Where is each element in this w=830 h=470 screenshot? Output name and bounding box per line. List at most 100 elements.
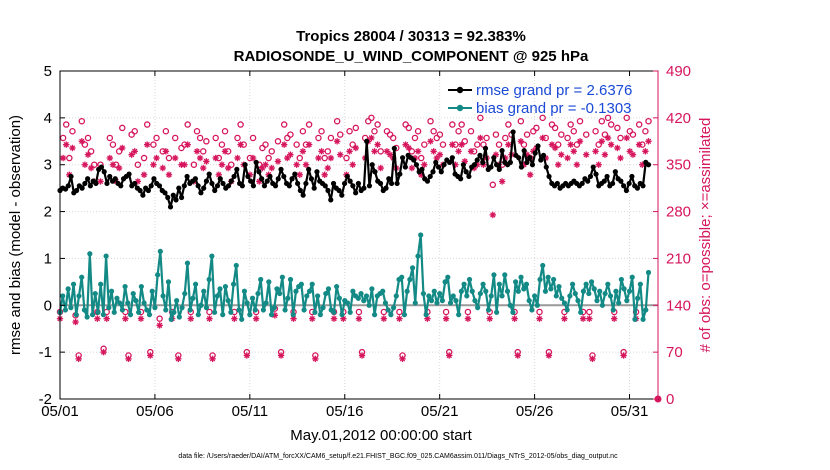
rmse-point — [540, 152, 547, 158]
bias-point — [323, 290, 329, 297]
rmse-point — [516, 155, 522, 161]
bias-point — [70, 281, 77, 287]
bias-point — [480, 281, 486, 287]
possible-obs-marker — [467, 127, 475, 135]
bias-point — [344, 300, 351, 306]
bias-point — [426, 293, 432, 299]
bias-point — [529, 307, 535, 313]
possible-obs-marker — [396, 308, 403, 316]
rmse-point — [214, 183, 221, 189]
bias-point — [515, 288, 521, 294]
bias-point — [98, 281, 104, 287]
rmse-point — [239, 183, 245, 189]
possible-obs-marker — [115, 148, 123, 155]
bias-point — [268, 312, 275, 318]
rmse-point — [640, 183, 646, 189]
assimilated-obs-marker — [305, 141, 313, 148]
rmse-point — [195, 183, 201, 189]
bias-point — [469, 288, 475, 294]
x-tick-label: 05/16 — [326, 403, 364, 420]
bias-point — [206, 276, 212, 283]
bias-point — [409, 265, 416, 271]
rmse-point — [73, 187, 80, 194]
rmse-point — [82, 180, 88, 187]
bias-point — [193, 281, 199, 287]
y-right-tick-label: 140 — [666, 297, 691, 314]
rmse-point — [170, 192, 176, 198]
bias-point — [578, 309, 584, 315]
bias-point — [190, 295, 196, 301]
assimilated-obs-marker — [165, 171, 173, 178]
possible-obs-marker — [109, 141, 117, 148]
x-tick-label: 05/26 — [516, 403, 554, 420]
bias-point — [561, 300, 568, 306]
assimilated-obs-marker — [159, 164, 166, 172]
assimilated-obs-marker — [249, 154, 257, 162]
bias-point — [233, 262, 239, 269]
possible-obs-marker — [414, 127, 422, 135]
possible-obs-marker — [228, 161, 235, 168]
bias-point — [211, 309, 218, 315]
bias-point — [580, 288, 587, 294]
bias-point — [171, 309, 177, 315]
possible-obs-marker — [343, 154, 350, 162]
possible-obs-marker — [377, 148, 384, 155]
rmse-point — [68, 173, 74, 180]
bias-point — [195, 312, 201, 318]
bias-point — [564, 307, 570, 313]
assimilated-obs-marker — [442, 315, 450, 322]
bias-point — [401, 312, 408, 318]
bias-point — [350, 288, 356, 294]
bias-point — [545, 274, 551, 280]
assimilated-obs-marker — [489, 211, 497, 219]
possible-obs-marker — [371, 127, 378, 135]
assimilated-obs-marker — [408, 164, 416, 172]
bias-point — [575, 298, 581, 304]
rmse-point — [217, 176, 223, 182]
assimilated-obs-marker — [526, 171, 534, 178]
x-axis-label: May.01,2012 00:00:00 start — [290, 427, 472, 444]
assimilated-obs-marker — [396, 315, 403, 322]
bias-point — [415, 253, 421, 259]
bias-point — [176, 314, 182, 320]
possible-obs-marker — [287, 131, 294, 138]
rmse-point — [499, 148, 505, 154]
possible-obs-marker — [629, 131, 637, 138]
rmse-point — [256, 169, 262, 175]
possible-obs-marker — [237, 121, 244, 128]
bias-point — [68, 305, 74, 311]
bias-point — [312, 309, 318, 315]
bias-point — [613, 288, 619, 294]
possible-obs-marker — [411, 134, 419, 142]
bias-point — [182, 290, 188, 297]
bias-point — [494, 309, 500, 315]
possible-obs-marker — [212, 134, 219, 142]
possible-obs-marker — [439, 141, 447, 148]
rmse-point — [629, 173, 635, 180]
bias-point — [629, 274, 635, 280]
assimilated-obs-marker — [598, 138, 606, 145]
bias-point — [540, 262, 546, 269]
possible-obs-marker — [417, 154, 425, 162]
assimilated-obs-marker — [368, 134, 375, 142]
rmse-point — [140, 192, 146, 198]
possible-obs-marker — [408, 148, 416, 155]
assimilated-obs-marker — [234, 154, 241, 162]
possible-obs-marker — [464, 308, 472, 316]
rmse-point — [173, 197, 179, 203]
rmse-point — [278, 166, 284, 172]
assimilated-obs-marker — [277, 352, 285, 359]
bias-point — [60, 293, 66, 299]
bias-point — [453, 298, 459, 304]
bias-point — [399, 274, 405, 280]
bias-point — [361, 298, 367, 304]
assimilated-obs-marker — [629, 151, 637, 158]
bias-point — [241, 288, 248, 294]
rmse-point — [341, 180, 348, 187]
bias-point — [84, 314, 90, 320]
rmse-point — [491, 155, 497, 161]
bias-point — [214, 293, 220, 299]
bias-point — [518, 274, 524, 280]
possible-obs-marker — [604, 114, 612, 122]
bias-point — [499, 293, 505, 299]
